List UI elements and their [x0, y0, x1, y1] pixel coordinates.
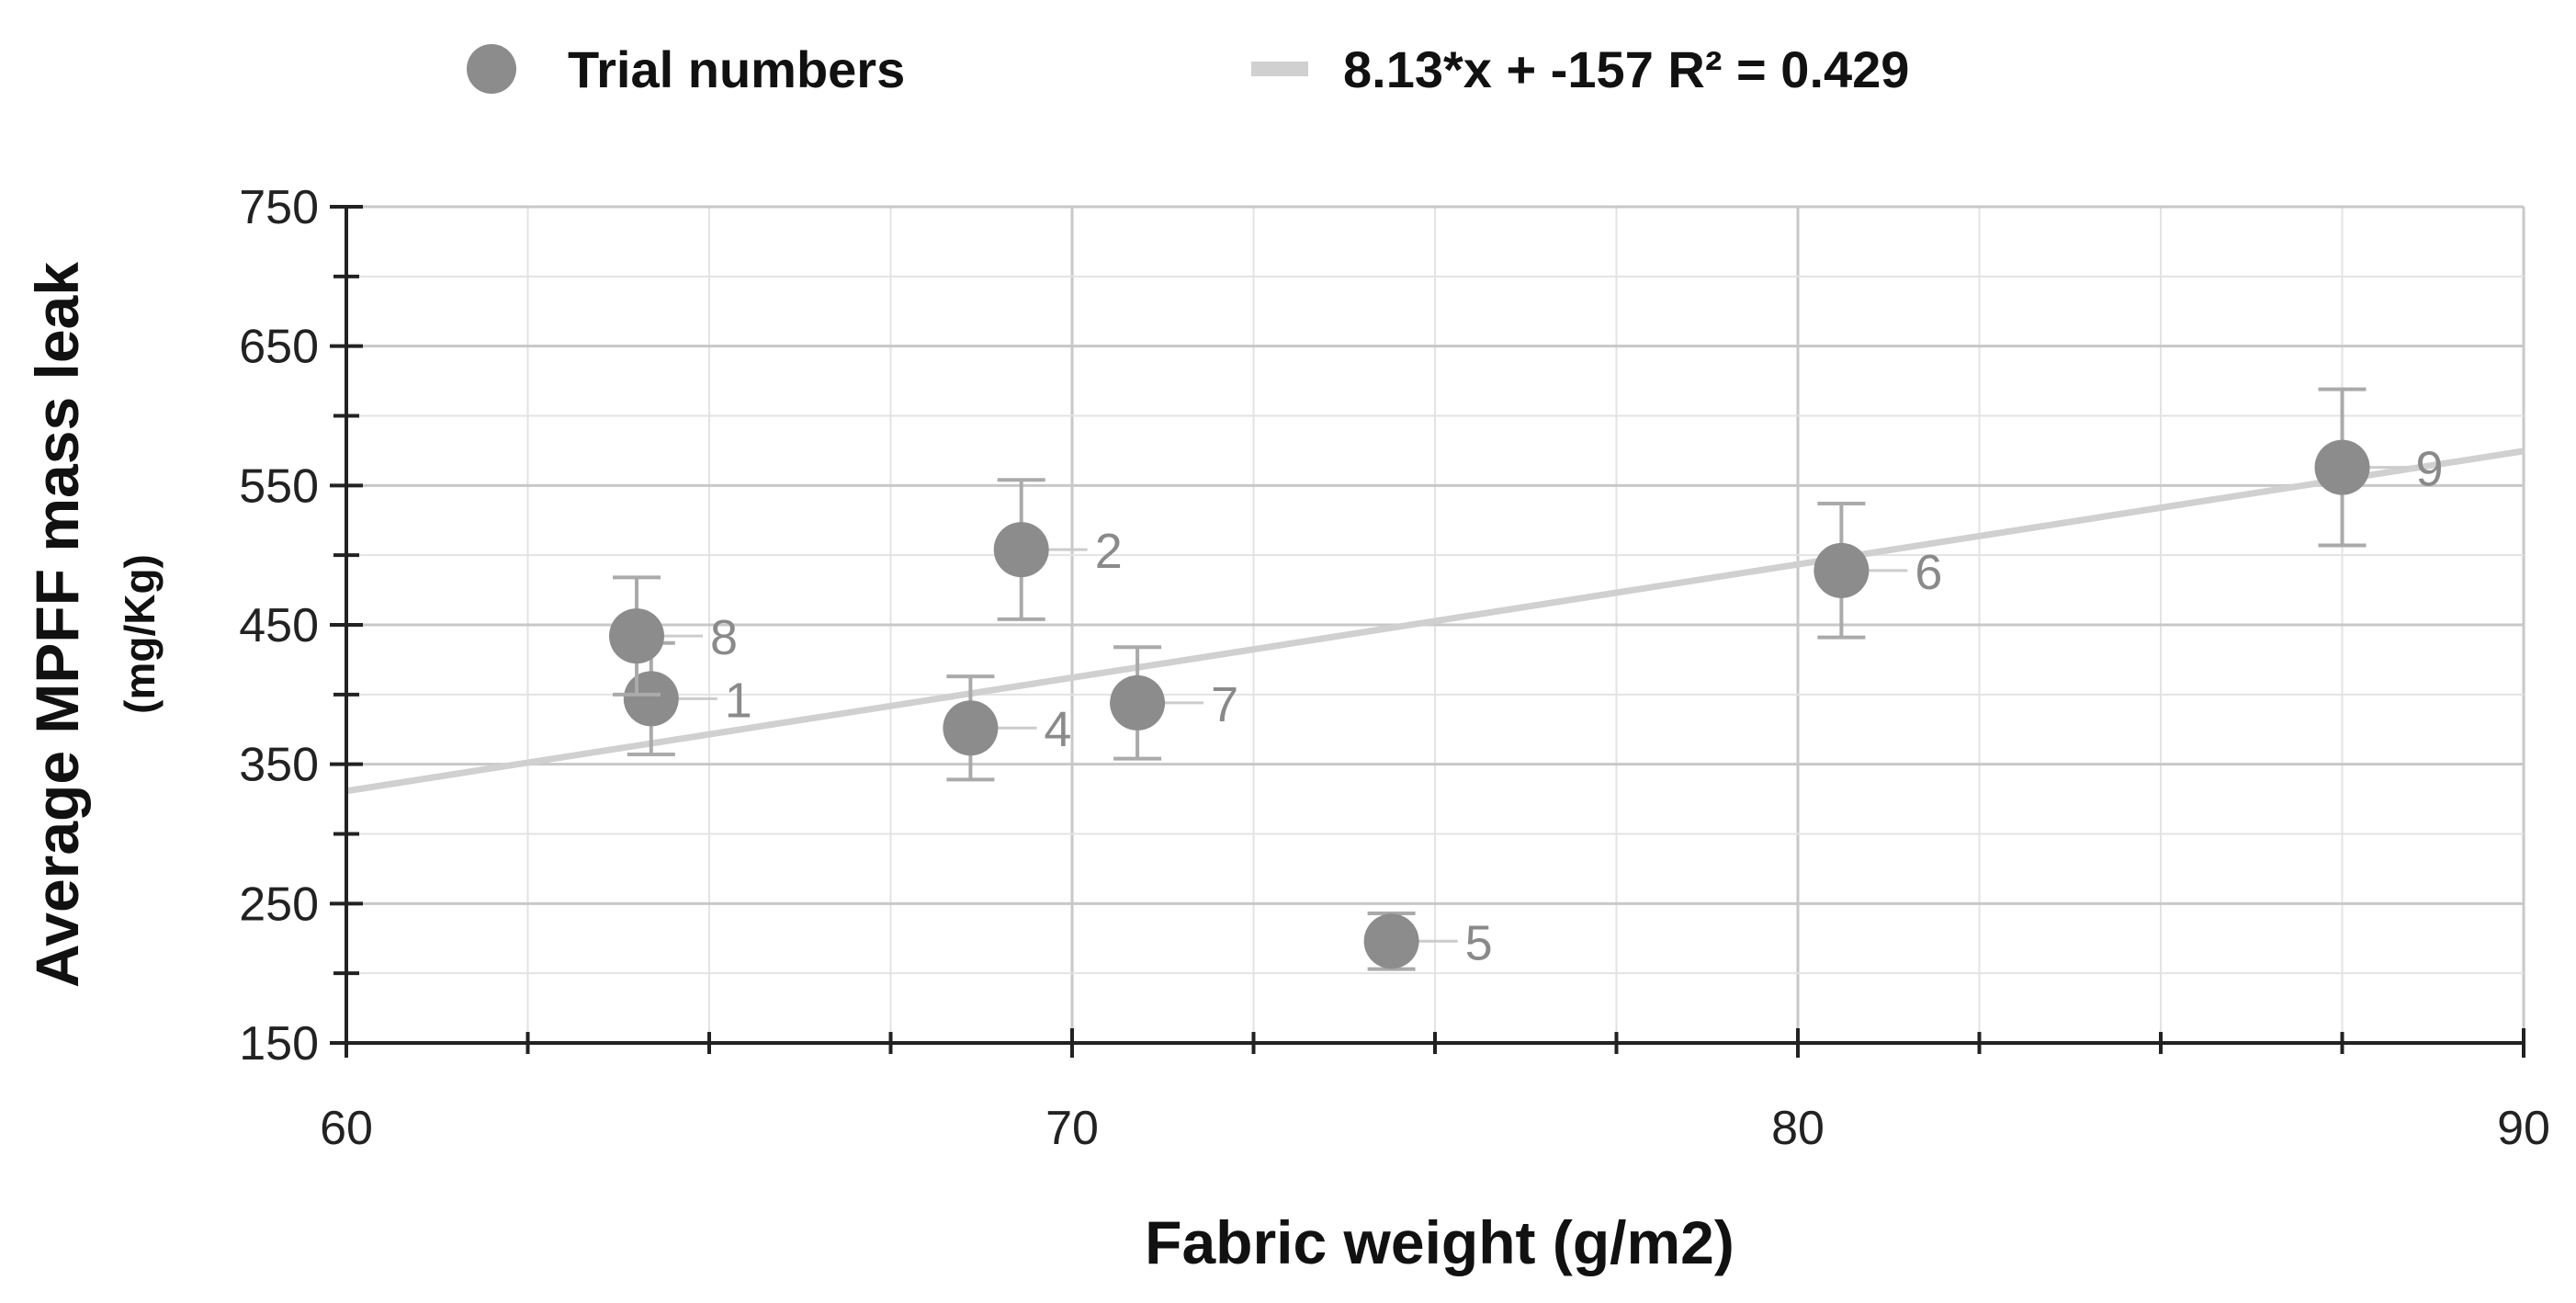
point-label: 4 — [1044, 702, 1071, 757]
y-tick-label: 550 — [239, 459, 319, 513]
data-point-7: 7 — [1110, 645, 1238, 761]
y-axis-title-group: Average MPFF mass leak — [23, 262, 91, 988]
x-tick-label: 60 — [320, 1102, 373, 1155]
point-label: 2 — [1095, 524, 1123, 579]
y-tick-label: 150 — [239, 1017, 319, 1071]
point-marker — [943, 700, 999, 756]
y-axis-title: Average MPFF mass leak — [23, 262, 91, 988]
point-label: 6 — [1915, 545, 1942, 600]
y-tick-label: 650 — [239, 321, 319, 374]
x-tick-label: 90 — [2497, 1102, 2550, 1155]
data-point-4: 4 — [943, 674, 1071, 782]
y-tick-label: 450 — [239, 599, 319, 652]
legend: Trial numbers 8.13*x + -157 R² = 0.429 — [467, 40, 1909, 98]
y-axis-unit-group: (mg/Kg) — [116, 554, 164, 714]
data-point-8: 8 — [609, 575, 738, 697]
data-points: 1 2 4 5 6 7 8 9 — [609, 387, 2444, 971]
point-marker — [1110, 674, 1166, 731]
data-point-6: 6 — [1813, 502, 1942, 640]
point-marker — [993, 522, 1049, 578]
legend-trendline-swatch — [1251, 62, 1308, 76]
trendline — [345, 448, 2525, 795]
point-label: 5 — [1465, 915, 1493, 970]
point-marker — [623, 671, 679, 727]
point-marker — [2314, 439, 2370, 495]
point-label: 8 — [710, 610, 738, 665]
y-tick-label: 750 — [239, 181, 319, 234]
trendline-layer — [345, 448, 2525, 795]
legend-marker-trial-numbers — [467, 44, 516, 94]
data-point-5: 5 — [1363, 911, 1493, 971]
y-tick-label: 250 — [239, 878, 319, 931]
point-label: 1 — [725, 673, 752, 728]
data-point-9: 9 — [2314, 387, 2444, 548]
x-axis-title: Fabric weight (g/m2) — [1145, 1208, 1734, 1276]
grid-lines — [345, 205, 2525, 1045]
point-label: 7 — [1211, 677, 1238, 732]
y-tick-label: 350 — [239, 739, 319, 792]
x-tick-label: 70 — [1045, 1102, 1099, 1155]
point-label: 9 — [2416, 442, 2444, 497]
point-marker — [609, 608, 664, 664]
point-marker — [1813, 542, 1870, 598]
legend-label-trendline: 8.13*x + -157 R² = 0.429 — [1343, 40, 1909, 98]
axes: 150 250 350 450 550 650 750 60 70 80 90 — [239, 181, 2550, 1155]
point-marker — [1363, 913, 1419, 969]
x-tick-label: 80 — [1771, 1102, 1825, 1155]
data-point-2: 2 — [993, 478, 1123, 621]
legend-label-trial-numbers: Trial numbers — [568, 40, 905, 98]
y-axis-unit: (mg/Kg) — [116, 554, 164, 714]
